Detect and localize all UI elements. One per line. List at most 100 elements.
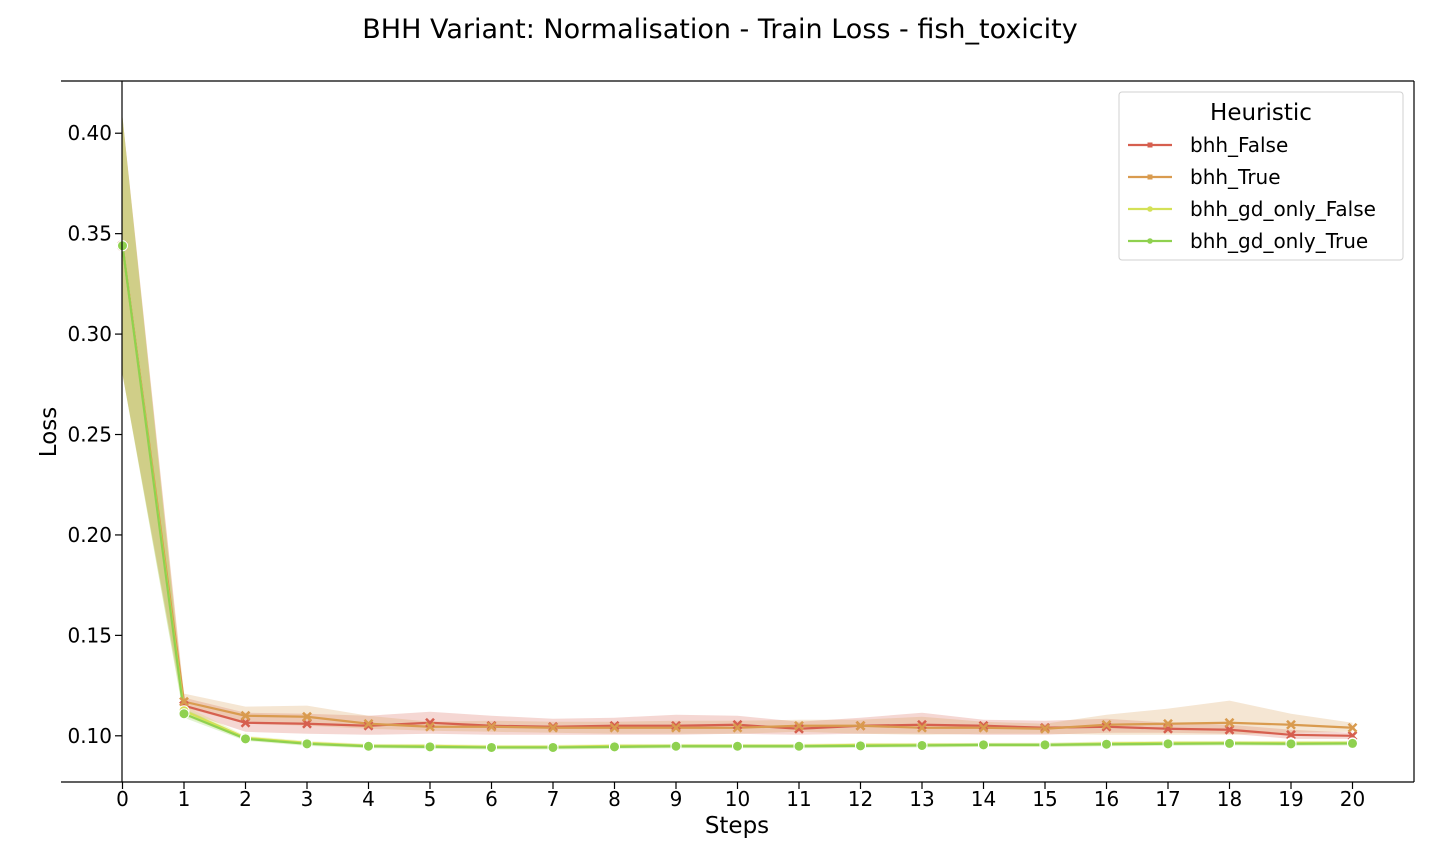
point-bhh-gd-only-True	[978, 739, 989, 751]
point-bhh-gd-only-True	[363, 740, 374, 752]
x-tick-label: 19	[1278, 787, 1303, 811]
x-tick-label: 1	[178, 787, 191, 811]
point-bhh-True	[486, 721, 497, 732]
legend-marker	[1147, 174, 1153, 180]
point-bhh-False	[1286, 729, 1296, 740]
point-bhh-False	[917, 719, 927, 730]
legend-item: bhh_gd_only_True	[1128, 229, 1368, 253]
series-lines	[121, 245, 1353, 749]
y-tick-label: 0.40	[67, 121, 112, 145]
x-tick-label: 14	[971, 787, 996, 811]
point-bhh-True	[609, 722, 620, 733]
x-tick-label: 7	[547, 787, 560, 811]
x-tick-label: 11	[786, 787, 811, 811]
point-bhh-gd-only-True	[1162, 738, 1174, 750]
y-tick-label: 0.25	[67, 423, 112, 447]
legend-item: bhh_True	[1128, 165, 1281, 189]
point-bhh-gd-only-True	[670, 740, 682, 752]
point-bhh-True	[732, 722, 743, 733]
point-bhh-False	[794, 723, 804, 734]
point-bhh-True	[671, 722, 681, 733]
x-ticks: 0 1 2 3 4 5 6 7 8 9 10 11 12 13 14 15 16 17 18 19 20	[116, 782, 1365, 811]
x-tick-label: 15	[1032, 787, 1057, 811]
point-bhh-True	[1040, 723, 1050, 734]
legend-items: bhh_False bhh_True bhh_gd_only_False bhh_gd…	[1128, 133, 1376, 253]
point-bhh-True	[855, 720, 866, 731]
legend-item: bhh_False	[1128, 133, 1288, 157]
point-bhh-gd-only-True	[486, 741, 497, 753]
x-tick-label: 0	[116, 787, 129, 811]
legend: Heuristic bhh_False bhh_True bhh_gd_only_F…	[1118, 91, 1404, 261]
point-bhh-gd-only-True	[1039, 739, 1051, 751]
line-bhh-gd-only-True	[121, 245, 1353, 749]
point-bhh-True	[1286, 719, 1296, 730]
legend-box	[1118, 91, 1404, 261]
line-bhh-False	[121, 245, 1353, 737]
point-bhh-False	[609, 720, 620, 731]
point-bhh-gd-only-True	[301, 738, 313, 750]
point-bhh-False	[978, 720, 989, 731]
point-bhh-True	[425, 721, 435, 732]
point-bhh-gd-only-True	[424, 741, 436, 753]
x-tick-label: 17	[1155, 787, 1180, 811]
point-bhh-True	[978, 722, 989, 733]
point-bhh-True	[1101, 719, 1112, 730]
point-bhh-True	[240, 710, 251, 721]
point-bhh-False	[1101, 721, 1112, 732]
legend-marker	[1147, 142, 1153, 148]
x-tick-label: 4	[362, 787, 375, 811]
x-tick-label: 18	[1217, 787, 1242, 811]
x-tick-label: 20	[1340, 787, 1365, 811]
point-bhh-True	[1347, 722, 1358, 733]
chart-title: BHH Variant: Normalisation - Train Loss …	[362, 14, 1077, 45]
point-bhh-True	[1224, 717, 1235, 728]
x-tick-label: 16	[1094, 787, 1119, 811]
series-markers	[117, 240, 1358, 753]
y-tick-label: 0.20	[67, 523, 112, 547]
x-tick-label: 13	[909, 787, 934, 811]
y-tick-label: 0.30	[67, 322, 112, 346]
legend-label: bhh_gd_only_True	[1190, 229, 1368, 253]
point-bhh-True	[179, 696, 189, 707]
point-bhh-gd-only-True	[1285, 738, 1297, 750]
point-bhh-True	[794, 720, 804, 731]
point-bhh-True	[917, 722, 927, 733]
point-bhh-True	[363, 718, 374, 729]
point-bhh-gd-only-True	[855, 740, 866, 752]
point-bhh-True	[302, 711, 312, 722]
point-bhh-False	[732, 719, 743, 730]
point-bhh-gd-only-True	[609, 741, 620, 753]
point-bhh-gd-only-True	[1347, 737, 1358, 749]
x-tick-label: 10	[725, 787, 750, 811]
y-axis-label: Loss	[36, 407, 62, 457]
point-bhh-gd-only-True	[916, 739, 928, 751]
x-tick-label: 3	[301, 787, 314, 811]
x-tick-label: 2	[239, 787, 252, 811]
legend-marker	[1147, 238, 1153, 244]
point-bhh-True	[1163, 718, 1173, 729]
x-tick-label: 12	[848, 787, 873, 811]
point-bhh-gd-only-True	[240, 733, 251, 745]
x-tick-label: 6	[485, 787, 498, 811]
legend-label: bhh_True	[1190, 165, 1281, 189]
point-bhh-False	[671, 720, 681, 731]
point-bhh-True	[548, 722, 558, 733]
y-tick-label: 0.15	[67, 623, 112, 647]
legend-title: Heuristic	[1210, 100, 1312, 126]
x-tick-label: 5	[424, 787, 437, 811]
point-bhh-gd-only-True	[793, 740, 805, 752]
point-bhh-gd-only-True	[1101, 738, 1112, 750]
x-tick-label: 9	[670, 787, 683, 811]
line-bhh-gd-only-False	[121, 245, 1353, 748]
x-axis-label: Steps	[705, 813, 769, 839]
point-bhh-gd-only-True	[547, 741, 559, 753]
legend-label: bhh_False	[1190, 133, 1288, 157]
legend-marker	[1147, 206, 1153, 212]
point-bhh-gd-only-True	[1224, 737, 1235, 749]
y-tick-label: 0.10	[67, 724, 112, 748]
line-bhh-True	[121, 245, 1353, 730]
y-ticks: 0.10 0.15 0.20 0.25 0.30 0.35 0.40	[67, 121, 122, 748]
point-bhh-False	[363, 720, 374, 731]
point-bhh-gd-only-True	[732, 740, 743, 752]
